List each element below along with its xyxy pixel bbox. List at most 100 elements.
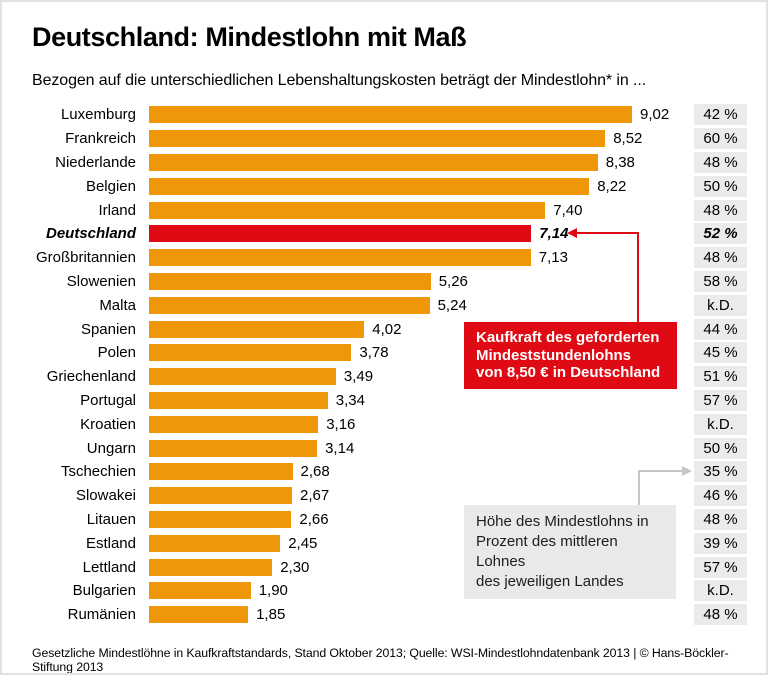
bar-area: 3,16 (143, 415, 694, 433)
bar-row: Belgien 8,22 50 % (27, 174, 747, 198)
bar-area: 8,38 (143, 153, 694, 171)
percent-badge: k.D. (694, 580, 747, 602)
country-label: Ungarn (86, 439, 136, 457)
value-label: 8,38 (605, 153, 635, 171)
bar-area: 1,90 (143, 582, 694, 600)
bar-chart: Luxemburg 9,02 42 % Frankreich 8,52 60 %… (27, 103, 747, 627)
bar (149, 391, 328, 409)
percent-badge: k.D. (694, 413, 747, 435)
bar (149, 463, 293, 481)
arrowhead-left-icon (567, 228, 577, 238)
bar-row: Ungarn 3,14 50 % (27, 436, 747, 460)
bar-row: Litauen 2,66 48 % (27, 508, 747, 532)
bar-row: Lettland 2,30 57 % (27, 555, 747, 579)
kaufkraft-callout: Kaufkraft des geforderten Mindeststunden… (464, 322, 677, 389)
value-label: 2,30 (280, 558, 310, 576)
percent-badge: 60 % (694, 128, 747, 150)
bar-row: Großbritannien 7,13 48 % (27, 246, 747, 270)
percent-badge: 48 % (694, 604, 747, 626)
page-title: Deutschland: Mindestlohn mit Maß (32, 22, 467, 52)
value-label: 7,40 (553, 201, 583, 219)
country-label: Slowakei (75, 487, 136, 505)
value-label: 3,14 (325, 439, 355, 457)
bar-row: Portugal 3,34 57 % (27, 389, 747, 413)
country-label: Rumänien (67, 606, 136, 624)
value-label: 1,85 (256, 606, 286, 624)
bar-area: 3,78 (143, 344, 694, 362)
percent-badge: 48 % (694, 151, 747, 173)
country-label: Bulgarien (72, 582, 136, 600)
country-label: Tschechien (60, 463, 136, 481)
country-label: Malta (99, 296, 136, 314)
value-label: 8,52 (613, 130, 643, 148)
value-label: 8,22 (597, 177, 627, 195)
bar-area: 2,30 (143, 558, 694, 576)
country-label: Frankreich (65, 130, 136, 148)
bar-area: 2,68 (143, 463, 694, 481)
percent-badge: 52 % (694, 223, 747, 245)
bar-area: 2,66 (143, 510, 694, 528)
bar-area: 7,40 (143, 201, 694, 219)
source-footnote: Gesetzliche Mindestlöhne in Kaufkraftsta… (32, 646, 729, 674)
bar (149, 177, 590, 195)
bar-row: Malta 5,24 k.D. (27, 293, 747, 317)
country-label: Luxemburg (60, 106, 136, 124)
country-label: Slowenien (66, 272, 136, 290)
bar-row: Kroatien 3,16 k.D. (27, 412, 747, 436)
bar-area: 3,14 (143, 439, 694, 457)
bar-area: 5,24 (143, 296, 694, 314)
value-label: 3,16 (326, 415, 356, 433)
bar-area: 4,02 (143, 320, 694, 338)
gray-connector-line-horizontal (638, 470, 682, 472)
value-label: 9,02 (640, 106, 670, 124)
bar-row: Niederlande 8,38 48 % (27, 151, 747, 175)
percent-badge: 58 % (694, 270, 747, 292)
bar-row: Frankreich 8,52 60 % (27, 127, 747, 151)
value-label: 5,24 (437, 296, 467, 314)
country-label: Portugal (80, 391, 136, 409)
bar-row: Estland 2,45 39 % (27, 531, 747, 555)
bar-area: 7,13 (143, 249, 694, 267)
bar-row: Spanien 4,02 44 % (27, 317, 747, 341)
bar-row: Griechenland 3,49 51 % (27, 365, 747, 389)
bar-row: Polen 3,78 45 % (27, 341, 747, 365)
bar (149, 510, 292, 528)
bar (149, 106, 632, 124)
bar (149, 582, 251, 600)
red-connector-line-vertical (637, 232, 639, 324)
country-label: Polen (97, 344, 136, 362)
percent-badge: 39 % (694, 532, 747, 554)
country-label: Deutschland (45, 225, 136, 243)
value-label: 7,13 (538, 249, 568, 267)
bar-row: Slowakei 2,67 46 % (27, 484, 747, 508)
percent-badge: 57 % (694, 556, 747, 578)
bar-area: 7,14 (143, 225, 694, 243)
gray-connector-line-vertical (638, 471, 640, 505)
bar-row: Tschechien 2,68 35 % (27, 460, 747, 484)
bar-row: Luxemburg 9,02 42 % (27, 103, 747, 127)
percent-badge: 35 % (694, 461, 747, 483)
bar-row: Irland 7,40 48 % (27, 198, 747, 222)
country-label: Griechenland (46, 368, 136, 386)
percent-badge: 48 % (694, 508, 747, 530)
value-label: 2,68 (300, 463, 330, 481)
percent-badge: 46 % (694, 485, 747, 507)
bar-row: Rumänien 1,85 48 % (27, 603, 747, 627)
value-label: 4,02 (372, 320, 402, 338)
percent-badge: 57 % (694, 389, 747, 411)
percent-badge: 42 % (694, 104, 747, 126)
bar (149, 296, 430, 314)
value-label: 3,34 (335, 391, 365, 409)
bar (149, 439, 318, 457)
bar (149, 320, 365, 338)
country-label: Spanien (80, 320, 136, 338)
bar (149, 130, 606, 148)
percent-badge: 50 % (694, 437, 747, 459)
bar-area: 3,49 (143, 368, 694, 386)
bar-area: 9,02 (143, 106, 694, 124)
bar-row: Bulgarien 1,90 k.D. (27, 579, 747, 603)
country-label: Lettland (82, 558, 136, 576)
bar-row: Deutschland 7,14 52 % (27, 222, 747, 246)
value-label: 7,14 (539, 225, 569, 243)
